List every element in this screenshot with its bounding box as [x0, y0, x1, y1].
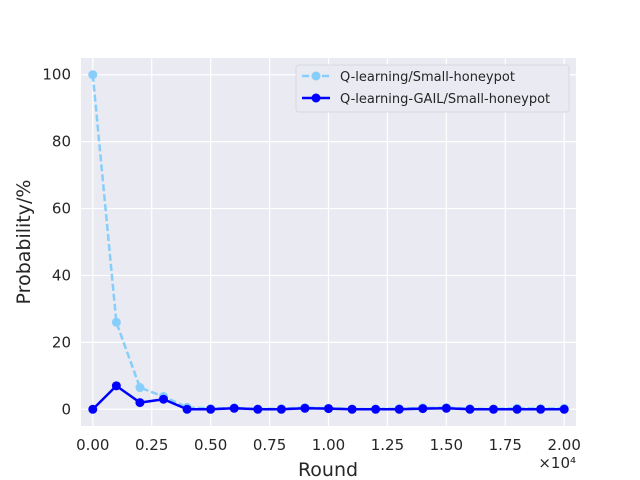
data-point [276, 404, 286, 414]
y-tick-label: 80 [52, 133, 71, 151]
data-point [88, 70, 98, 80]
data-point [229, 403, 239, 413]
data-point [559, 404, 569, 414]
series-q-learning-gail [88, 381, 569, 414]
data-point [300, 403, 310, 413]
x-tick-label: 0.25 [135, 436, 168, 454]
x-tick-label: 0.50 [194, 436, 227, 454]
x-tick-label: 1.00 [312, 436, 345, 454]
legend: Q-learning/Small-honeypot Q-learning-GAI… [295, 64, 570, 113]
data-point [465, 404, 475, 414]
x-tick-label: 1.75 [489, 436, 522, 454]
data-point [418, 404, 428, 414]
x-tick-label: 0.00 [76, 436, 109, 454]
y-axis-ticks: 0 20 40 60 80 100 [42, 66, 71, 419]
legend-marker-q-learning-gail [311, 93, 321, 103]
data-point [253, 404, 263, 414]
legend-box [295, 64, 570, 113]
legend-label-q-learning: Q-learning/Small-honeypot [340, 70, 515, 85]
x-tick-label: 2.00 [548, 436, 581, 454]
y-tick-label: 0 [61, 400, 71, 418]
data-point [206, 404, 216, 414]
x-axis-label: Round [298, 459, 358, 480]
y-tick-label: 40 [52, 266, 71, 284]
y-tick-label: 100 [42, 66, 71, 84]
series-layer [88, 70, 569, 414]
legend-marker-q-learning [311, 71, 321, 81]
data-point [159, 394, 168, 404]
data-point [324, 404, 333, 414]
x-tick-label: 1.25 [371, 436, 404, 454]
data-point [489, 404, 498, 414]
data-point [135, 398, 145, 408]
x-axis-ticks: 0.00 0.25 0.50 0.75 1.00 1.25 1.50 1.75 2.00 [76, 436, 581, 454]
x-tick-label: 0.75 [253, 436, 286, 454]
y-tick-label: 60 [52, 200, 71, 218]
data-point [135, 383, 145, 393]
data-point [182, 404, 192, 414]
data-point [512, 404, 522, 414]
y-tick-label: 20 [52, 333, 71, 351]
legend-label-q-learning-gail: Q-learning-GAIL/Small-honeypot [340, 92, 550, 107]
x-tick-label: 1.50 [430, 436, 463, 454]
data-point [441, 403, 451, 413]
data-point [371, 404, 381, 414]
data-point [347, 404, 357, 414]
y-axis-label: Probability/% [13, 180, 35, 305]
data-point [111, 381, 121, 391]
data-point [111, 317, 121, 327]
x-axis-scale-label: ×10⁴ [538, 454, 576, 472]
data-point [88, 404, 98, 414]
data-point [394, 404, 404, 414]
data-point [536, 404, 546, 414]
